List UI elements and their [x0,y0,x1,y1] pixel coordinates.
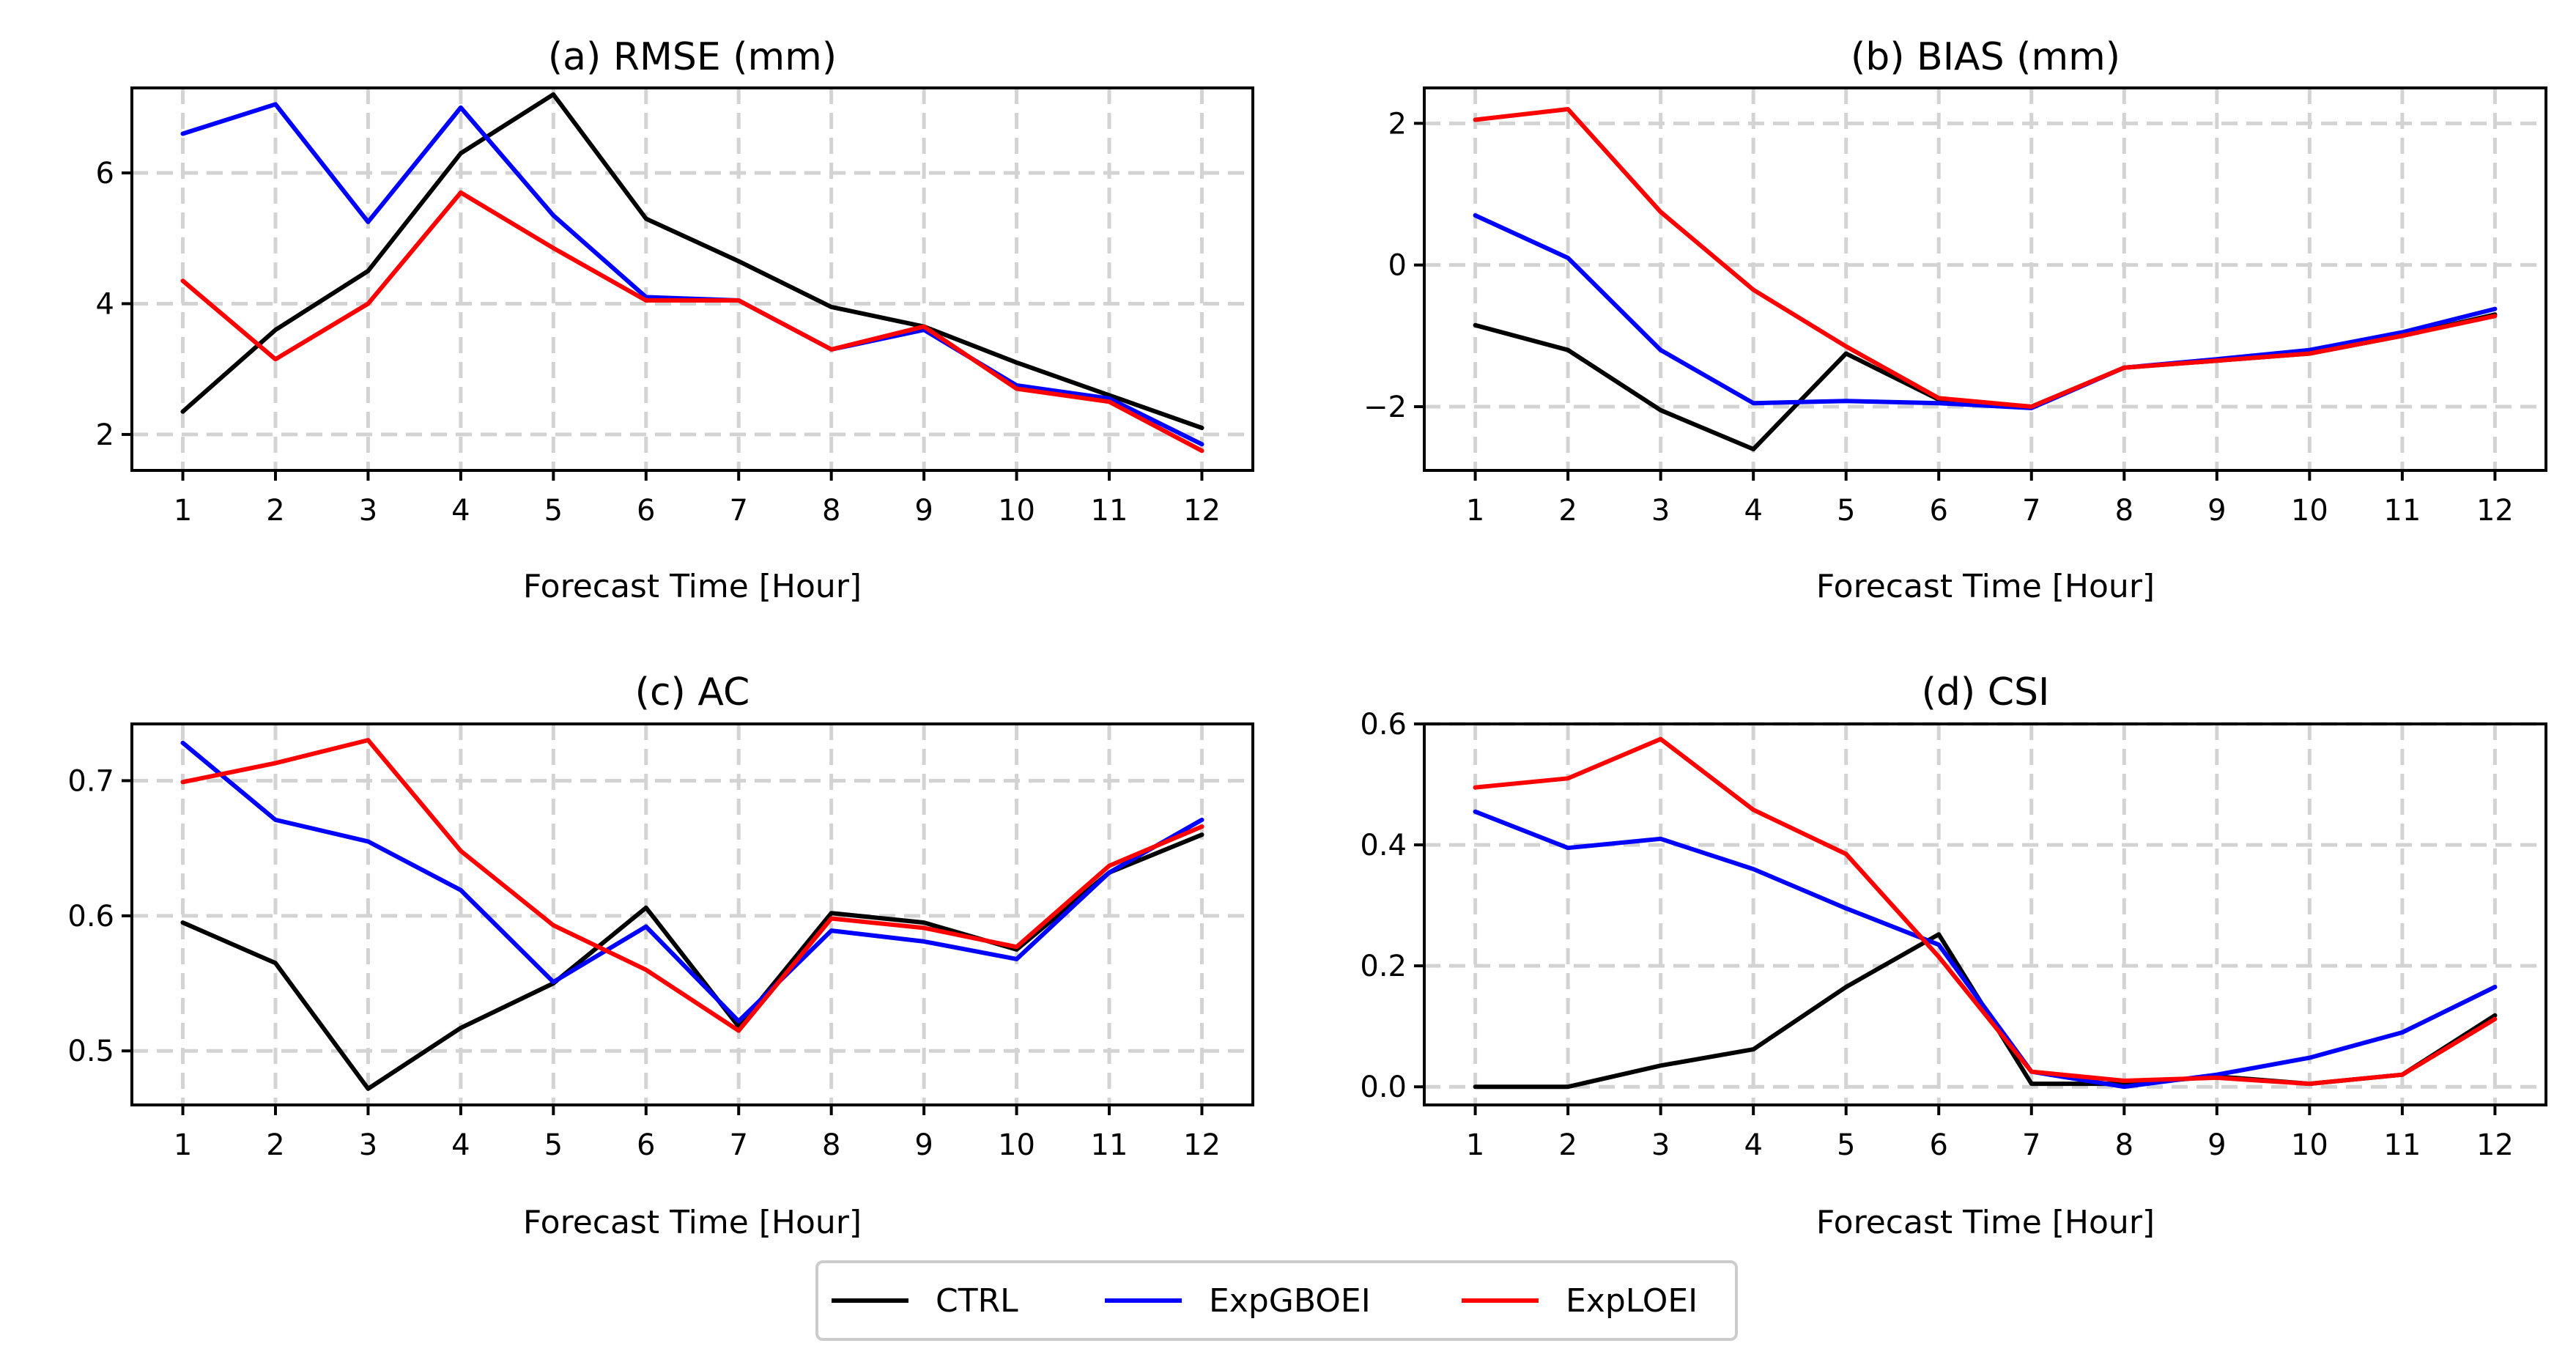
subplot-b-xlabel: Forecast Time [Hour] [1816,568,2155,605]
legend-entry-expgboei: ExpGBOEI [1105,1282,1371,1320]
subplot-a-xtick-label: 4 [451,494,470,528]
subplot-d-frame [1423,722,2547,1106]
subplot-a-xtick-label: 3 [359,494,377,528]
subplot-c-ytick-label: 0.7 [67,764,114,798]
legend-label-exploei: ExpLOEI [1566,1282,1698,1320]
subplot-d-xtick-label: 11 [2383,1128,2421,1162]
subplot-c-xtick-label: 10 [998,1128,1035,1162]
subplot-a-ytick-label: 2 [96,418,114,452]
subplot-b-ytick-label: 2 [1388,107,1407,141]
subplot-c-series-ctrl [180,832,1204,1091]
subplot-d-ytick-label: 0.4 [1360,829,1407,862]
subplot-d-xtick-label: 1 [1466,1128,1484,1162]
subplot-a-xtick-label: 11 [1091,494,1128,528]
subplot-c-xlabel: Forecast Time [Hour] [523,1204,862,1241]
subplot-b-xtick-label: 6 [1930,494,1948,528]
subplot-a-xtick-label: 5 [544,494,563,528]
subplot-a-xtick-label: 7 [729,494,747,528]
subplot-c-xtick-label: 7 [729,1128,747,1162]
subplot-d-xtick-label: 12 [2476,1128,2514,1162]
subplot-d-series-exploei [1473,736,2498,1087]
subplot-c-ytick-label: 0.5 [67,1035,114,1068]
subplot-b-xtick-label: 9 [2207,494,2226,528]
legend-label-ctrl: CTRL [936,1282,1018,1320]
subplot-b-plot: 1 2 3 4 5 6 7 8 9 10 11 12−202 [1363,86,2547,528]
subplot-b-xtick-label: 10 [2291,494,2328,528]
subplot-d-xtick-label: 6 [1930,1128,1948,1162]
subplot-d-xtick-label: 10 [2291,1128,2328,1162]
subplot-d-xtick-label: 2 [1558,1128,1577,1162]
subplot-b-xtick-label: 5 [1837,494,1855,528]
subplot-a-series-ctrl [180,92,1204,430]
subplot-c-xtick-label: 12 [1183,1128,1221,1162]
legend-box [815,1260,1738,1341]
subplot-b-xtick-label: 11 [2383,494,2421,528]
legend-entry-ctrl: CTRL [832,1282,1018,1320]
subplot-a-xtick-label: 8 [822,494,840,528]
subplot-d: (d) CSI 1 2 3 4 5 6 7 8 9 10 11 120.00.20.40.6 Fore… [1360,670,2547,1241]
subplot-d-xtick-label: 8 [2115,1128,2133,1162]
subplot-a-ytick-label: 6 [96,157,114,191]
subplot-c-plot: 1 2 3 4 5 6 7 8 9 10 11 120.50.60.7 [67,722,1254,1162]
subplot-a-frame [130,86,1254,472]
subplot-a-ytick-label: 4 [96,287,114,321]
subplot-a-xtick-label: 2 [266,494,284,528]
subplot-c-series-exploei [180,738,1204,1033]
subplot-b-series-expgboei [1473,213,2498,410]
subplot-c-xtick-label: 1 [174,1128,192,1162]
subplot-b-title: (b) BIAS (mm) [1851,35,2120,79]
subplot-c-xtick-label: 2 [266,1128,284,1162]
subplot-d-plot: 1 2 3 4 5 6 7 8 9 10 11 120.00.20.40.6 [1360,708,2547,1162]
subplot-a-xtick-label: 6 [637,494,655,528]
subplot-d-xtick-label: 7 [2022,1128,2040,1162]
subplot-a-title: (a) RMSE (mm) [548,35,837,79]
subplot-c-xtick-label: 5 [544,1128,563,1162]
subplot-c-ytick-label: 0.6 [67,900,114,933]
subplot-c-series-expgboei [180,740,1204,1024]
subplot-b-xtick-label: 4 [1744,494,1762,528]
subplot-c-title: (c) AC [635,670,750,714]
subplot-c-xtick-label: 6 [637,1128,655,1162]
subplot-a-series-exploei [180,190,1204,454]
subplot-b-xtick-label: 2 [1558,494,1577,528]
subplot-b-series-ctrl [1473,312,2498,451]
subplot-b-xtick-label: 8 [2115,494,2133,528]
subplot-a-xtick-label: 10 [998,494,1035,528]
subplot-c-xtick-label: 9 [914,1128,933,1162]
subplot-b-xtick-label: 7 [2022,494,2040,528]
subplot-b: (b) BIAS (mm) 1 2 3 4 5 6 7 8 9 10 11 12−202 Foreca… [1363,35,2547,605]
subplot-b-frame [1423,86,2547,472]
subplot-d-xtick-label: 3 [1651,1128,1670,1162]
subplot-a-xtick-label: 12 [1183,494,1221,528]
legend-label-expgboei: ExpGBOEI [1209,1282,1371,1320]
subplot-a-xlabel: Forecast Time [Hour] [523,568,862,605]
subplot-d-xtick-label: 4 [1744,1128,1762,1162]
subplot-c-xtick-label: 4 [451,1128,470,1162]
subplot-d-series-expgboei [1473,809,2498,1090]
subplot-a-xtick-label: 9 [914,494,933,528]
subplot-c-xtick-label: 3 [359,1128,377,1162]
subplot-b-xtick-label: 3 [1651,494,1670,528]
subplot-d-ytick-label: 0.6 [1360,708,1407,742]
subplot-d-ytick-label: 0.0 [1360,1071,1407,1104]
subplot-b-ytick-label: −2 [1363,391,1407,424]
subplot-d-xlabel: Forecast Time [Hour] [1816,1204,2155,1241]
subplot-d-xtick-label: 5 [1837,1128,1855,1162]
subplot-b-xtick-label: 1 [1466,494,1484,528]
legend-entry-exploei: ExpLOEI [1462,1282,1698,1320]
subplot-c-xtick-label: 8 [822,1128,840,1162]
subplot-d-ytick-label: 0.2 [1360,950,1407,983]
subplot-c: (c) AC 1 2 3 4 5 6 7 8 9 10 11 120.50.60.7 Forecast… [67,670,1254,1241]
legend: CTRL ExpGBOEI ExpLOEI [815,1260,1738,1341]
subplot-d-xtick-label: 9 [2207,1128,2226,1162]
subplot-d-title: (d) CSI [1922,670,2050,714]
subplot-b-series-exploei [1473,107,2498,409]
subplot-a-xtick-label: 1 [174,494,192,528]
subplot-b-xtick-label: 12 [2476,494,2514,528]
subplot-c-xtick-label: 11 [1091,1128,1128,1162]
subplot-b-ytick-label: 0 [1388,249,1407,283]
